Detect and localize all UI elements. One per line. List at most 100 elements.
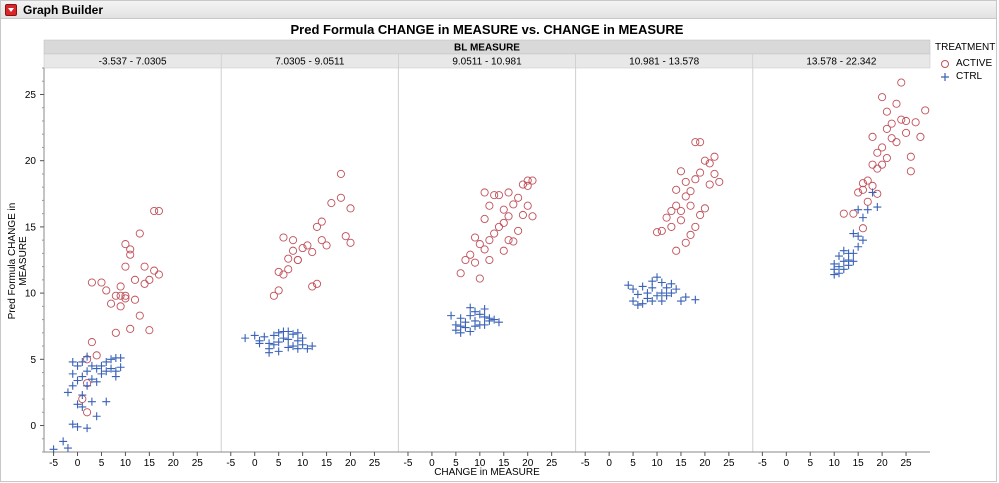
data-point-ctrl: [624, 281, 633, 290]
data-point-ctrl: [643, 294, 652, 303]
legend-item-ctrl[interactable]: CTRL: [935, 70, 995, 83]
data-point-ctrl: [289, 342, 298, 351]
data-point-active: [696, 168, 705, 177]
data-point-ctrl: [648, 277, 657, 286]
x-tick-label: 25: [192, 458, 204, 469]
data-point-active: [686, 201, 695, 210]
data-point-ctrl: [466, 303, 475, 312]
data-point-active: [921, 106, 930, 115]
data-point-ctrl: [73, 376, 82, 385]
data-point-active: [514, 226, 523, 235]
data-point-ctrl: [858, 213, 867, 222]
data-point-ctrl: [662, 291, 671, 300]
data-point-ctrl: [78, 357, 87, 366]
x-tick-label: 15: [853, 458, 865, 469]
data-point-ctrl: [475, 310, 484, 319]
data-point-ctrl: [78, 372, 87, 381]
data-point-ctrl: [835, 262, 844, 271]
data-point-ctrl: [250, 331, 259, 340]
data-point-active: [485, 236, 494, 245]
data-point-active: [279, 270, 288, 279]
data-point-active: [686, 187, 695, 196]
data-point-active: [346, 204, 355, 213]
data-point-active: [863, 197, 872, 206]
data-point-ctrl: [494, 318, 503, 327]
x-tick-label: -5: [404, 458, 413, 469]
panel-label: 9.0511 - 10.981: [452, 57, 522, 68]
data-point-ctrl: [466, 327, 475, 336]
data-point-active: [686, 230, 695, 239]
x-axis-label: CHANGE in MEASURE: [434, 467, 540, 478]
data-point-active: [154, 206, 163, 216]
data-point-active: [518, 180, 527, 189]
data-point-active: [878, 93, 887, 102]
data-point-active: [327, 199, 336, 208]
data-point-ctrl: [83, 352, 92, 361]
data-point-active: [121, 291, 130, 300]
data-point-active: [490, 229, 499, 238]
data-point-ctrl: [849, 229, 858, 238]
data-point-active: [308, 248, 317, 257]
data-point-ctrl: [102, 397, 111, 406]
data-point-active: [906, 152, 915, 161]
x-tick-label: 20: [877, 458, 889, 469]
data-point-ctrl: [466, 311, 475, 320]
x-tick-label: 10: [829, 458, 841, 469]
panel-header: [752, 53, 931, 69]
data-point-active: [839, 209, 848, 218]
data-point-ctrl: [863, 205, 872, 214]
y-tick-label: 20: [25, 156, 37, 167]
data-point-active: [102, 286, 111, 295]
data-point-ctrl: [854, 232, 863, 241]
data-point-ctrl: [662, 283, 671, 292]
x-tick-label: 0: [784, 458, 790, 469]
data-point-active: [676, 206, 686, 216]
y-tick-label: 25: [25, 90, 37, 101]
x-tick-label: 15: [144, 458, 156, 469]
data-point-active: [849, 209, 858, 218]
data-point-active: [499, 205, 508, 214]
data-point-ctrl: [633, 301, 642, 310]
y-tick-label: 10: [25, 289, 37, 300]
legend-label-ctrl: CTRL: [956, 71, 983, 82]
data-point-active: [145, 275, 154, 284]
data-point-active: [887, 134, 896, 143]
red-triangle-menu-icon[interactable]: [5, 4, 17, 16]
data-point-ctrl: [471, 307, 480, 316]
data-point-active: [897, 78, 906, 87]
data-point-active: [892, 138, 901, 147]
data-point-active: [293, 255, 302, 265]
x-tick-label: 20: [168, 458, 180, 469]
data-point-active: [279, 233, 288, 242]
data-point-active: [485, 255, 494, 265]
data-point-active: [485, 201, 494, 210]
data-point-active: [911, 118, 920, 127]
data-point-ctrl: [667, 279, 676, 288]
data-point-ctrl: [480, 320, 489, 329]
data-point-ctrl: [648, 297, 657, 306]
data-point-ctrl: [241, 334, 250, 343]
data-point-active: [499, 246, 508, 255]
data-point-ctrl: [111, 372, 120, 381]
data-point-ctrl: [691, 295, 700, 304]
data-point-ctrl: [456, 328, 465, 337]
data-point-active: [456, 269, 465, 278]
data-point-active: [140, 262, 149, 271]
x-tick-label: 0: [75, 458, 81, 469]
data-point-ctrl: [63, 388, 72, 397]
legend-item-active[interactable]: ACTIVE: [935, 57, 995, 70]
x-tick-label: 5: [99, 458, 105, 469]
data-point-ctrl: [303, 344, 312, 353]
data-point-active: [121, 294, 130, 303]
data-point-active: [83, 408, 92, 417]
data-point-active: [135, 311, 144, 320]
data-point-active: [499, 218, 508, 227]
data-point-ctrl: [284, 335, 293, 344]
x-tick-label: 20: [345, 458, 357, 469]
y-axis-label: Pred Formula CHANGE in MEASURE: [7, 202, 29, 320]
data-point-ctrl: [92, 412, 101, 421]
data-point-active: [87, 338, 96, 347]
data-point-active: [672, 246, 681, 255]
data-point-ctrl: [68, 369, 77, 378]
